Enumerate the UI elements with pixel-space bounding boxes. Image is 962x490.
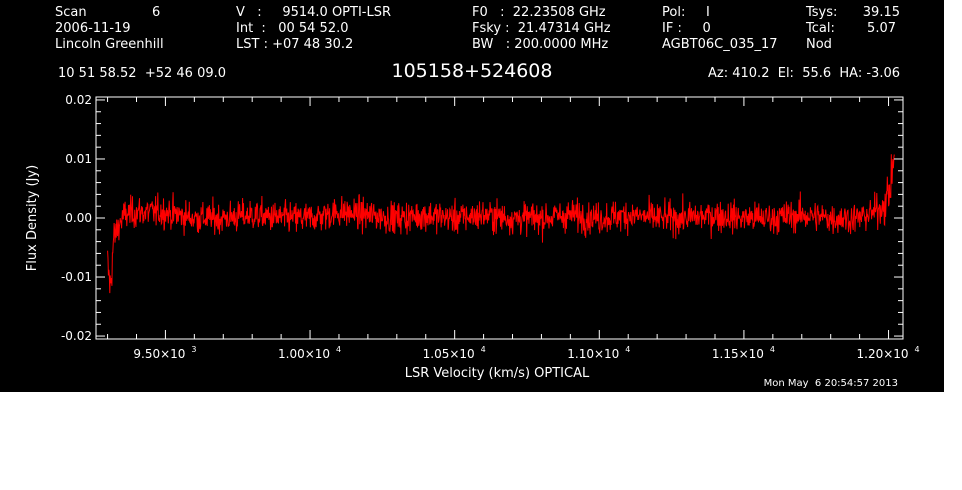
polarization-info: Pol: I [662,5,710,20]
integration-info: Int : 00 54 52.0 [236,21,349,36]
y-axis-label: Flux Density (Jy) [25,165,40,271]
x-axis-label: LSR Velocity (km/s) OPTICAL [405,366,590,381]
y-tick-label: 0.02 [65,93,92,107]
plot-panel: Scan 6 2006-11-19 Lincoln Greenhill V : … [0,0,944,392]
tcal-label: Tcal: [806,21,835,36]
az-el-ha-info: Az: 410.2 El: 55.6 HA: -3.06 [708,66,900,81]
tsys-value: 39.15 [862,5,900,20]
scan-value: 6 [152,5,161,20]
tcal-value: 5.07 [867,21,896,36]
x-tick-label: 1.15×10 [712,347,764,361]
scan-label: Scan [55,5,87,20]
x-tick-exponent: 4 [770,345,775,354]
observer-name: Lincoln Greenhill [55,37,164,52]
x-tick-label: 9.50×10 [133,347,185,361]
y-tick-label: -0.02 [61,329,92,343]
bandwidth-info: BW : 200.0000 MHz [472,37,609,52]
x-tick-exponent: 4 [336,345,341,354]
y-tick-label: 0.01 [65,152,92,166]
velocity-info: V : 9514.0 OPTI-LSR [236,5,392,20]
plot-timestamp: Mon May 6 20:54:57 2013 [763,378,898,389]
y-tick-label: -0.01 [61,270,92,284]
chart-title: 105158+524608 [391,60,553,82]
lst-info: LST : +07 48 30.2 [236,37,354,52]
x-tick-label: 1.20×10 [857,347,909,361]
x-tick-label: 1.10×10 [567,347,619,361]
x-tick-exponent: 4 [481,345,486,354]
x-tick-label: 1.00×10 [278,347,330,361]
tsys-label: Tsys: [806,5,838,20]
rest-frequency-info: F0 : 22.23508 GHz [472,5,606,20]
x-tick-exponent: 4 [915,345,920,354]
observing-mode: Nod [806,37,832,52]
x-tick-exponent: 4 [625,345,630,354]
spectrum-trace [107,154,895,294]
spectrum-chart: 9.50×10 3 1.00×10 4 1.05×10 4 1.10×10 4 1.15×10 4… [25,93,920,381]
project-id: AGBT06C_035_17 [662,37,778,52]
obs-date: 2006-11-19 [55,21,131,36]
if-info: IF : 0 [662,21,711,36]
x-tick-exponent: 3 [191,345,196,354]
x-tick-label: 1.05×10 [423,347,475,361]
y-tick-label: 0.00 [65,211,92,225]
source-coordinates: 10 51 58.52 +52 46 09.0 [58,66,227,81]
sky-frequency-info: Fsky : 21.47314 GHz [472,21,611,36]
